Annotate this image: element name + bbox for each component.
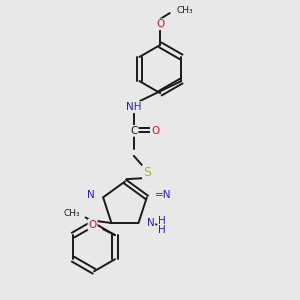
- Text: O: O: [151, 126, 159, 136]
- Text: CH₃: CH₃: [176, 6, 193, 15]
- Text: =N: =N: [155, 190, 172, 200]
- Text: H: H: [158, 225, 166, 235]
- Text: C: C: [130, 126, 137, 136]
- Text: O: O: [88, 220, 97, 230]
- Text: N: N: [147, 218, 154, 228]
- Text: S: S: [143, 166, 151, 178]
- Text: NH: NH: [126, 102, 142, 112]
- Text: CH₃: CH₃: [64, 209, 80, 218]
- Text: O: O: [156, 19, 164, 29]
- Text: N: N: [87, 190, 95, 200]
- Text: H: H: [158, 216, 166, 226]
